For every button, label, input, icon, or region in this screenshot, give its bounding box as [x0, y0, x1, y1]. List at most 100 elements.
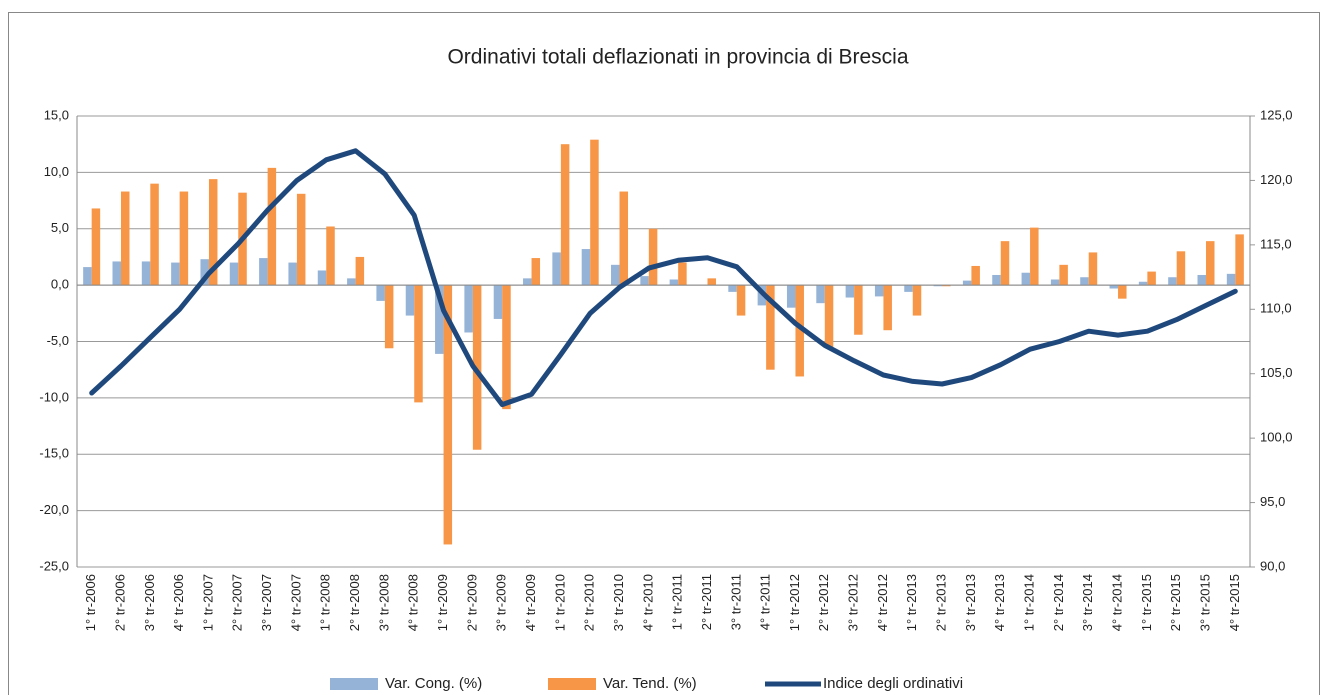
legend-label: Var. Tend. (%) [603, 675, 697, 692]
bar [669, 279, 679, 286]
x-tick-label: 1° tr-2014 [1022, 574, 1037, 631]
bar [590, 139, 599, 286]
bar [1021, 272, 1031, 286]
x-tick-label: 2° tr-2006 [112, 574, 127, 631]
x-tick-label: 3° tr-2006 [142, 574, 157, 631]
x-tick-label: 4° tr-2009 [523, 574, 538, 631]
bar [288, 262, 297, 286]
bar [912, 285, 922, 316]
x-tick-label: 2° tr-2013 [934, 574, 949, 631]
y2-tick-label: 95,0 [1260, 494, 1285, 509]
bar [1109, 285, 1119, 289]
bar [112, 261, 121, 286]
y-tick-label: -25,0 [39, 558, 69, 573]
x-tick-label: 4° tr-2015 [1227, 574, 1242, 631]
legend-swatch [330, 678, 378, 690]
bar [552, 252, 561, 286]
x-tick-label: 4° tr-2007 [288, 574, 303, 631]
chart-frame [8, 12, 1320, 695]
bar [267, 167, 277, 286]
bar [1050, 279, 1060, 286]
bar [1197, 274, 1207, 286]
x-tick-label: 3° tr-2011 [728, 574, 743, 630]
bar [766, 285, 775, 370]
legend-label: Var. Cong. (%) [385, 675, 482, 692]
x-tick-label: 1° tr-2009 [435, 574, 450, 631]
y-tick-label: 0,0 [51, 277, 69, 292]
bar [1168, 277, 1177, 286]
chart-title: Ordinativi totali deflazionati in provin… [447, 46, 908, 69]
x-tick-label: 4° tr-2011 [758, 574, 773, 630]
bar [678, 262, 687, 286]
x-tick-label: 3° tr-2007 [259, 574, 274, 631]
bar [883, 285, 892, 331]
bar [933, 285, 943, 287]
bar [414, 285, 423, 403]
bar [1206, 241, 1215, 286]
bar [648, 228, 658, 286]
y-tick-label: -10,0 [39, 389, 69, 404]
y2-tick-label: 115,0 [1260, 236, 1292, 251]
x-tick-label: 4° tr-2008 [406, 574, 421, 631]
bar [141, 261, 151, 286]
bar [296, 193, 306, 286]
bar [728, 285, 737, 292]
bar [1059, 264, 1068, 286]
bar [560, 144, 570, 286]
bar [619, 191, 629, 286]
bar [854, 285, 863, 335]
bar [786, 285, 796, 308]
bar [1080, 277, 1089, 286]
bar [347, 278, 356, 286]
bar [150, 183, 159, 286]
x-tick-label: 1° tr-2011 [670, 574, 685, 630]
x-tick-label: 1° tr-2008 [318, 574, 333, 631]
x-tick-label: 2° tr-2007 [230, 574, 245, 631]
x-tick-label: 1° tr-2007 [200, 574, 215, 631]
x-tick-label: 1° tr-2013 [904, 574, 919, 631]
bar [435, 285, 444, 354]
bar [1030, 227, 1039, 286]
bar [1118, 285, 1127, 299]
legend-swatch [548, 678, 596, 690]
bar [317, 270, 327, 286]
bar [962, 280, 972, 286]
legend-label: Indice degli ordinativi [823, 675, 963, 692]
bar [1235, 234, 1244, 286]
x-tick-label: 1° tr-2012 [787, 574, 802, 631]
x-tick-label: 4° tr-2014 [1109, 574, 1124, 631]
y2-tick-label: 120,0 [1260, 172, 1293, 187]
bar [971, 265, 980, 286]
bar [355, 256, 365, 286]
bar [942, 285, 951, 287]
y-tick-label: -20,0 [39, 502, 69, 517]
bar [707, 278, 716, 286]
bar [229, 262, 239, 286]
bar [179, 191, 189, 286]
y2-tick-label: 125,0 [1260, 107, 1293, 122]
bar [874, 285, 884, 297]
bar [464, 285, 473, 333]
x-tick-label: 4° tr-2006 [171, 574, 186, 631]
y-tick-label: 10,0 [44, 164, 69, 179]
x-tick-label: 1° tr-2006 [83, 574, 98, 631]
y2-tick-label: 100,0 [1260, 430, 1293, 445]
bar [405, 285, 415, 316]
bar [91, 208, 101, 286]
x-tick-label: 2° tr-2009 [464, 574, 479, 631]
bar [259, 258, 268, 286]
bar [992, 274, 1001, 286]
line-series [89, 148, 1238, 408]
y-tick-label: 5,0 [51, 220, 69, 235]
x-tick-label: 2° tr-2015 [1168, 574, 1183, 631]
bar [845, 285, 855, 298]
x-tick-label: 3° tr-2008 [376, 574, 391, 631]
bar [120, 191, 130, 286]
bar [1147, 271, 1156, 286]
bar [472, 285, 482, 450]
bar [611, 264, 620, 286]
y-tick-label: 15,0 [44, 107, 69, 122]
x-tick-label: 2° tr-2010 [582, 574, 597, 631]
bar [904, 285, 913, 292]
